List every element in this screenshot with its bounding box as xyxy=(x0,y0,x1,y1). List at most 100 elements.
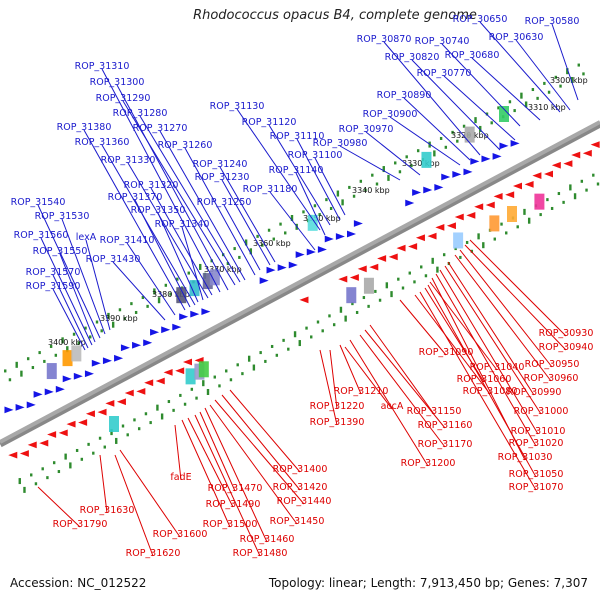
reverse-gene-arrow xyxy=(427,232,437,240)
tick-mark xyxy=(179,393,182,397)
forward-gene-label: ROP_31360 xyxy=(75,137,130,148)
tick-mark xyxy=(146,304,149,308)
tick-mark xyxy=(470,249,474,253)
reverse-gene-arrow xyxy=(454,213,464,221)
forward-gene-label-leader xyxy=(139,115,241,283)
reverse-gene-label-leader xyxy=(209,404,298,525)
tick-mark xyxy=(199,263,202,270)
forward-gene-label-leader xyxy=(268,124,331,226)
reverse-gene-label: ROP_30950 xyxy=(525,359,580,370)
reverse-gene-label-leader xyxy=(214,399,305,505)
forward-gene-arrow xyxy=(481,155,491,163)
reverse-gene-label-leader xyxy=(181,419,231,528)
tick-mark xyxy=(321,329,324,333)
reverse-gene-arrow xyxy=(97,408,107,416)
tick-mark xyxy=(348,185,351,189)
tick-mark xyxy=(98,436,102,440)
tick-mark xyxy=(329,206,333,210)
tick-mark xyxy=(546,198,549,202)
reverse-gene-label: ROP_31420 xyxy=(273,482,328,493)
tick-mark xyxy=(149,421,152,425)
tick-mark xyxy=(416,149,420,153)
forward-gene-arrow xyxy=(102,357,112,365)
reverse-gene-label-leader xyxy=(114,454,154,557)
reverse-gene-arrow xyxy=(551,161,561,169)
tick-mark xyxy=(267,228,271,232)
tick-mark xyxy=(500,222,503,226)
forward-gene-arrow xyxy=(412,189,422,196)
forward-gene-arrow xyxy=(132,341,142,349)
forward-gene-arrow xyxy=(317,246,327,253)
reverse-gene-label: ROP_31070 xyxy=(509,482,564,493)
reverse-gene-label-leader xyxy=(459,249,553,368)
forward-gene-label-leader xyxy=(551,23,579,101)
forward-gene-label-leader xyxy=(150,187,213,296)
forward-gene-label: ROP_31310 xyxy=(75,61,130,72)
forward-gene-label-leader xyxy=(181,226,204,301)
reverse-gene-label: ROP_31630 xyxy=(80,505,135,516)
accession-text: Accession: NC_012522 xyxy=(10,576,147,590)
tick-mark xyxy=(451,130,454,134)
reverse-gene-arrow xyxy=(338,275,348,283)
reverse-gene-label: ROP_31400 xyxy=(273,464,328,475)
reverse-gene-label: ROP_31600 xyxy=(153,529,208,540)
forward-gene-arrow xyxy=(295,251,305,258)
forward-gene-label: ROP_31110 xyxy=(270,131,325,142)
tick-mark xyxy=(569,184,572,191)
tick-mark xyxy=(378,298,382,302)
map-title: Rhodococcus opacus B4, complete genome xyxy=(193,8,477,23)
forward-gene-label: ROP_31370 xyxy=(108,192,163,203)
forward-gene-label-leader xyxy=(184,147,256,276)
tick-mark xyxy=(190,387,194,391)
forward-gene-label: ROP_31290 xyxy=(96,93,151,104)
tick-mark xyxy=(359,179,363,183)
reverse-gene-label: ROP_31000 xyxy=(514,406,569,417)
tick-mark xyxy=(121,424,125,428)
reverse-gene-label: ROP_31470 xyxy=(208,483,263,494)
forward-gene-label-leader xyxy=(365,131,421,176)
tick-mark xyxy=(596,182,600,186)
forward-gene-label-leader xyxy=(122,100,236,286)
reverse-gene-label-leader xyxy=(414,294,491,395)
forward-gene-label: ROP_31570 xyxy=(26,267,81,278)
tick-mark xyxy=(390,291,393,298)
forward-gene-label-leader xyxy=(389,116,461,166)
forward-gene-label-leader xyxy=(59,253,96,343)
scale-label: 3330 kbp xyxy=(402,159,440,168)
reverse-gene-arrow xyxy=(357,265,367,273)
tick-mark xyxy=(244,239,248,246)
reverse-gene-label-leader xyxy=(229,389,301,473)
forward-gene-label-leader xyxy=(134,199,191,308)
forward-gene-arrow xyxy=(190,310,200,318)
tick-mark xyxy=(31,366,35,370)
forward-gene-label: ROP_31300 xyxy=(90,77,145,88)
scale-label: 3380 kbp xyxy=(152,290,190,299)
tick-mark xyxy=(433,150,436,157)
tick-mark xyxy=(387,174,390,181)
forward-gene-label: ROP_30980 xyxy=(313,138,368,149)
reverse-gene-arrow xyxy=(144,379,154,387)
tick-mark xyxy=(516,225,519,229)
tick-mark xyxy=(84,326,87,330)
forward-gene-label: ROP_31330 xyxy=(101,155,156,166)
reverse-gene-label-leader xyxy=(344,346,393,410)
reverse-gene-label: accA xyxy=(381,401,404,412)
tick-mark xyxy=(382,166,385,173)
tick-mark xyxy=(465,240,469,244)
tick-mark xyxy=(75,448,79,452)
forward-gene-label: ROP_31130 xyxy=(210,101,265,112)
tick-mark xyxy=(126,433,129,437)
tick-mark xyxy=(26,357,30,361)
gene-block xyxy=(62,350,73,367)
forward-gene-label-leader xyxy=(116,84,229,291)
forward-gene-label-leader xyxy=(83,129,186,311)
forward-gene-arrow xyxy=(161,326,171,334)
tick-mark xyxy=(153,288,156,295)
tick-mark xyxy=(272,237,275,241)
forward-gene-label-leader xyxy=(85,239,111,331)
tick-mark xyxy=(456,139,459,143)
reverse-gene-label: ROP_31090 xyxy=(419,347,474,358)
tick-mark xyxy=(355,310,359,314)
tick-mark xyxy=(238,255,241,259)
gene-block xyxy=(71,345,82,362)
